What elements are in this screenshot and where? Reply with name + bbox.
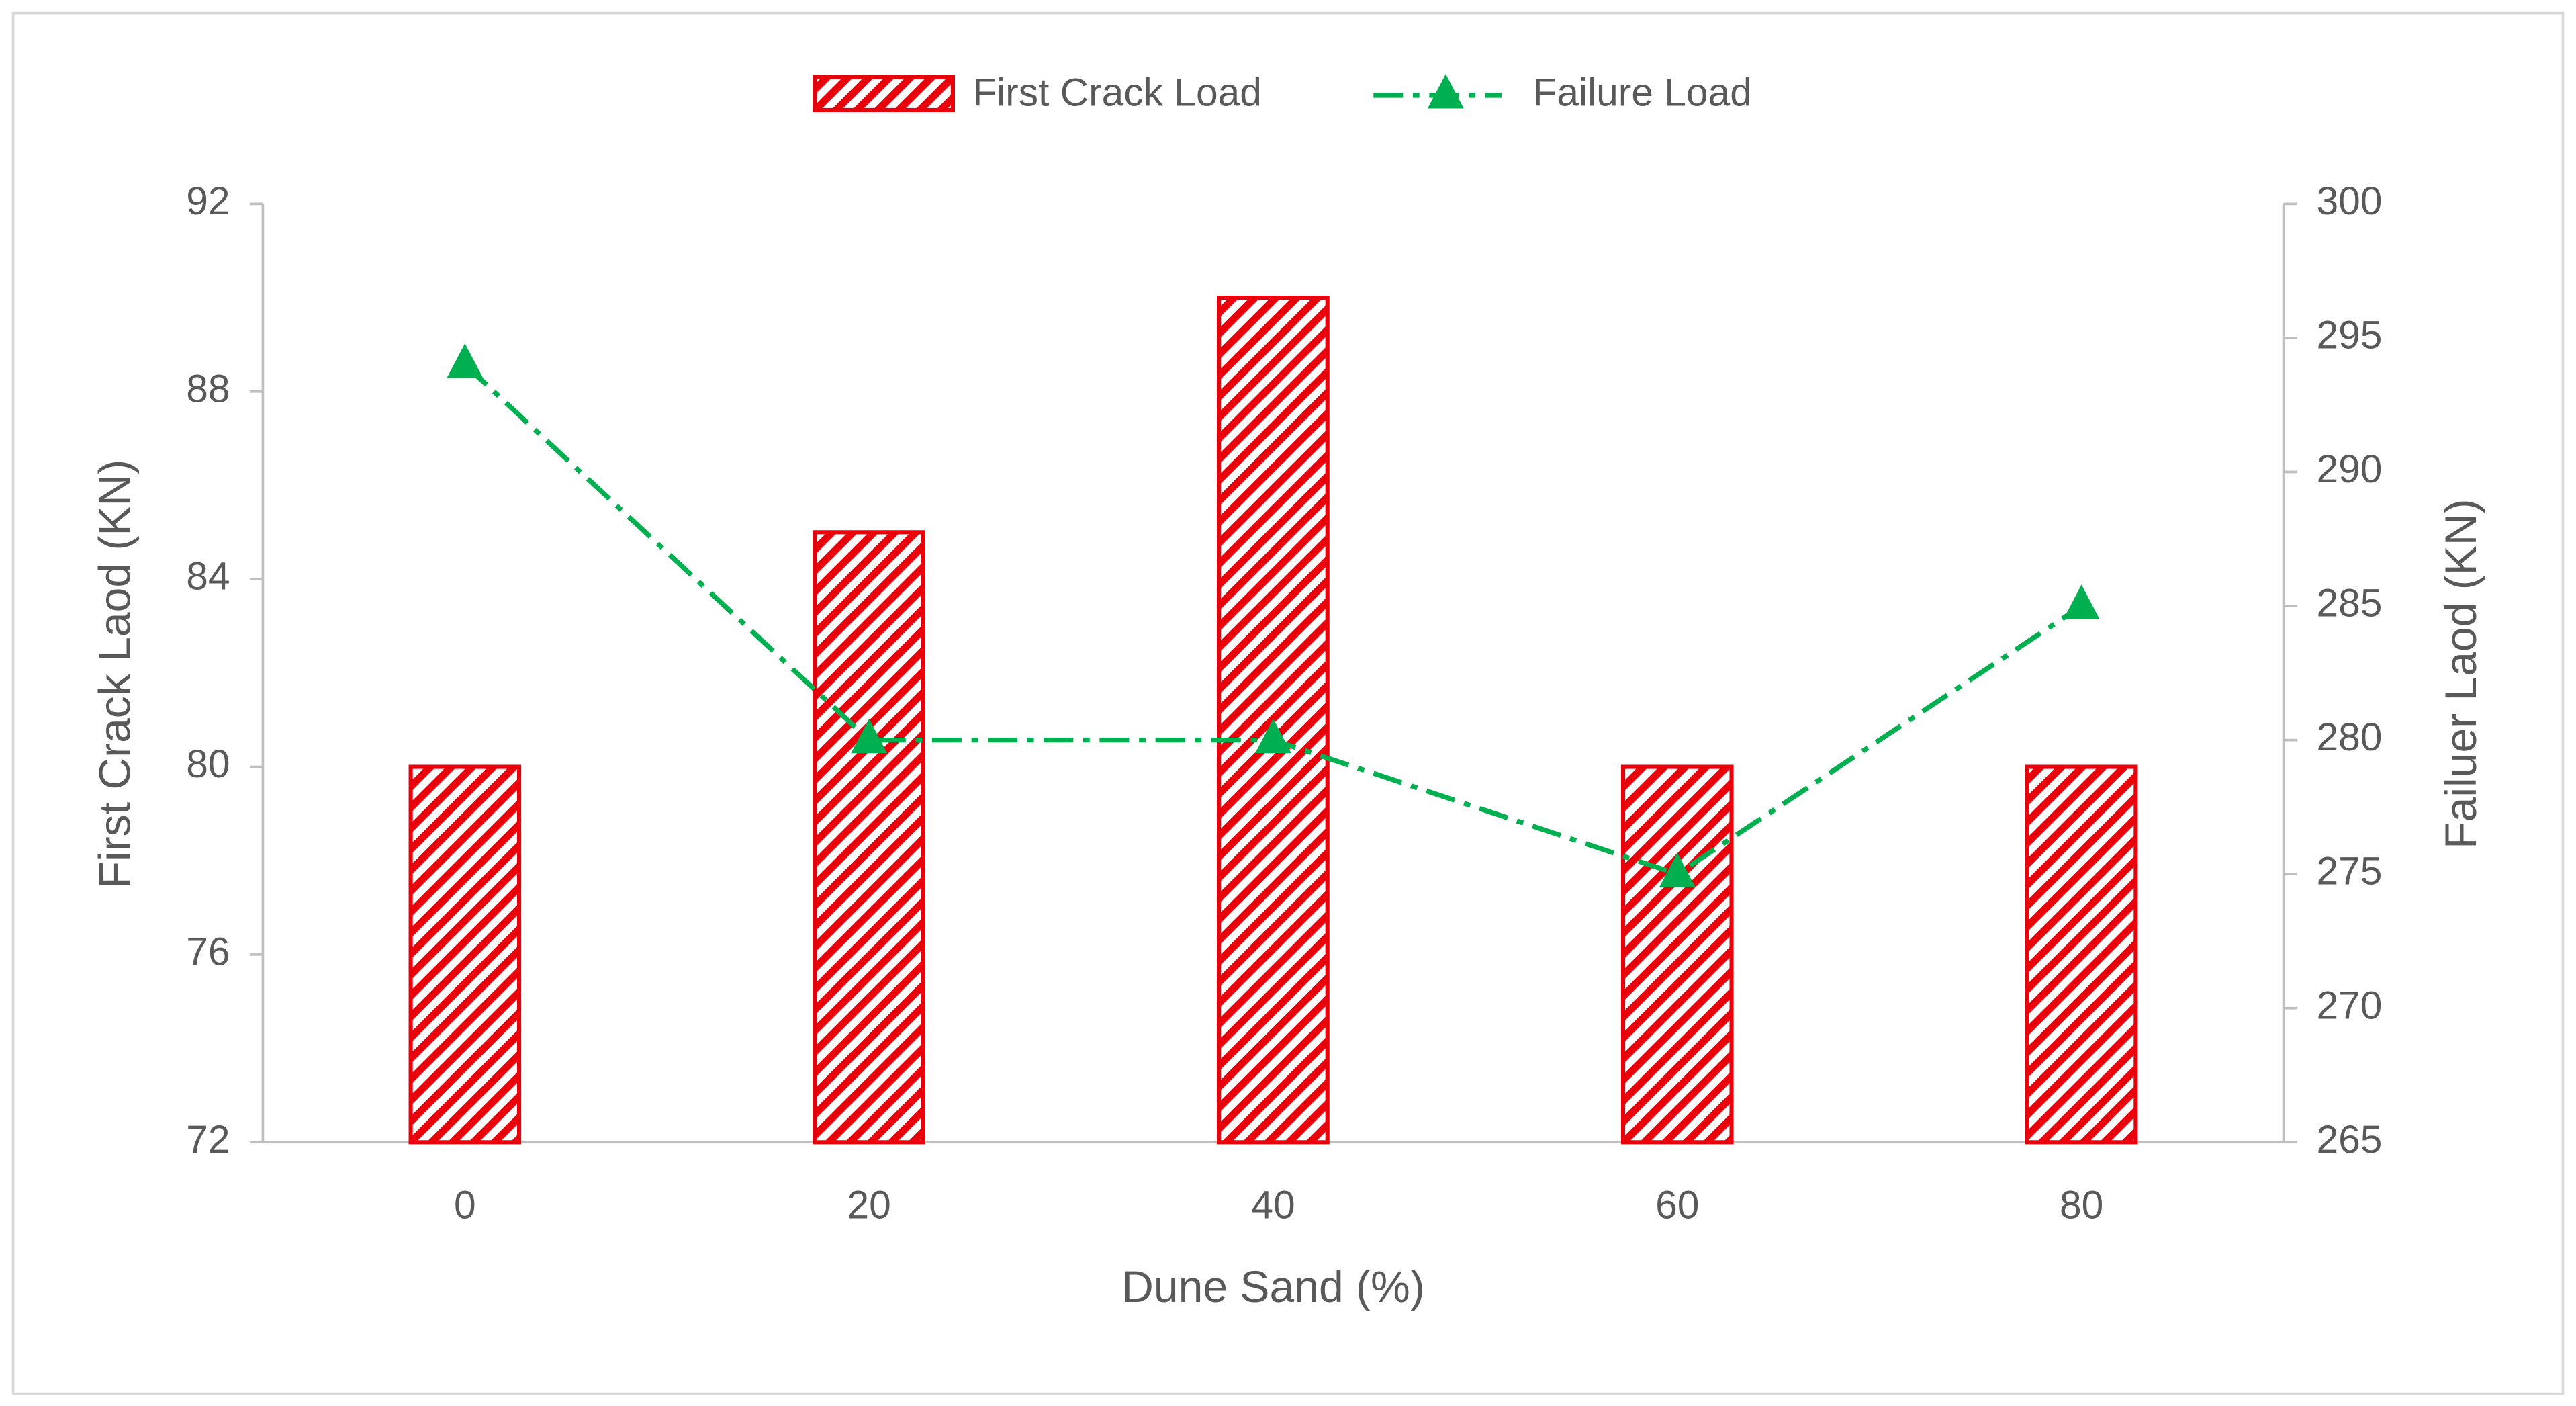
legend-label: First Crack Load (972, 71, 1262, 114)
y-tick-label: 80 (186, 742, 230, 786)
x-tick-label: 40 (1251, 1184, 1295, 1227)
y2-tick-label: 285 (2316, 582, 2382, 625)
y-tick-label: 92 (186, 179, 230, 223)
bar (1621, 764, 1734, 1145)
y2-tick-label: 290 (2316, 447, 2382, 491)
y-axis-title: First Crack Laod (KN) (90, 459, 140, 889)
x-tick-label: 0 (454, 1184, 476, 1227)
legend-label: Failure Load (1533, 71, 1752, 114)
x-tick-label: 60 (1655, 1184, 1699, 1227)
bar (2025, 764, 2138, 1145)
marker (1255, 718, 1291, 754)
y2-tick-label: 280 (2316, 715, 2382, 759)
bar (813, 530, 925, 1145)
y-tick-label: 88 (186, 367, 230, 410)
y2-tick-label: 295 (2316, 313, 2382, 357)
x-tick-label: 20 (847, 1184, 891, 1227)
bar (408, 764, 522, 1145)
x-tick-label: 80 (2060, 1184, 2103, 1227)
y2-tick-label: 275 (2316, 850, 2382, 893)
x-axis-title: Dune Sand (%) (1121, 1262, 1425, 1311)
marker (2063, 584, 2100, 619)
marker (1659, 852, 1696, 887)
y-tick-label: 72 (186, 1118, 230, 1161)
marker (447, 343, 484, 378)
y-tick-label: 84 (186, 555, 230, 599)
y2-tick-label: 270 (2316, 983, 2382, 1027)
marker (851, 718, 888, 754)
y2-tick-label: 300 (2316, 179, 2382, 223)
y2-axis-title: Failuer Laod (KN) (2436, 498, 2485, 848)
y-tick-label: 76 (186, 930, 230, 973)
y2-tick-label: 265 (2316, 1118, 2382, 1161)
legend-marker (1427, 74, 1464, 109)
legend-swatch (813, 75, 955, 113)
